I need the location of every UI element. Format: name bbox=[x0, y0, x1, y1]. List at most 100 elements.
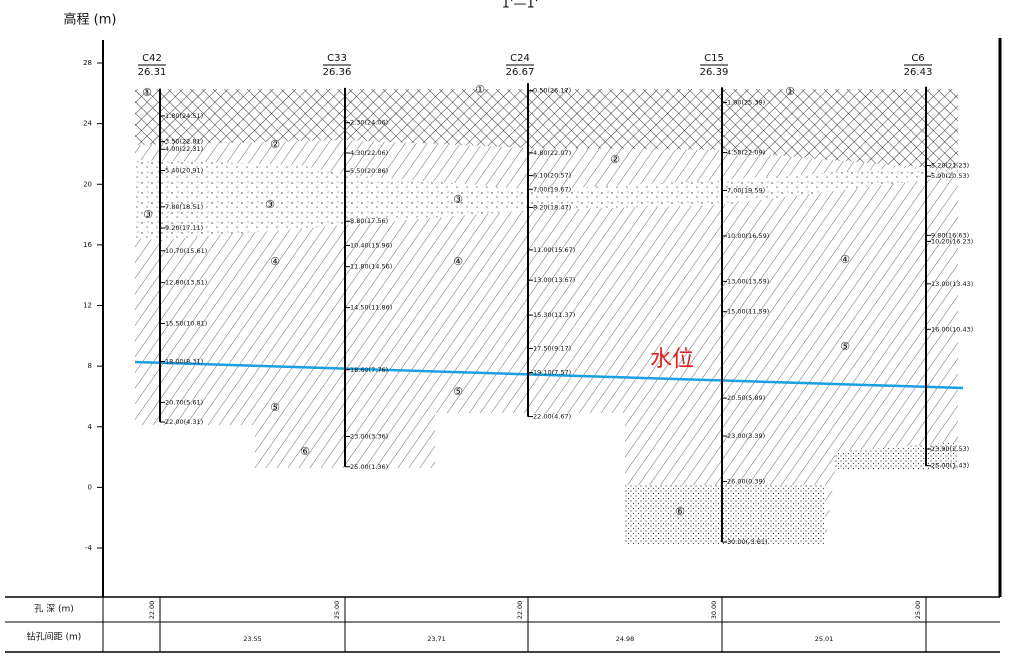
hole-spacing: 24.98 bbox=[616, 635, 635, 643]
depth-label: 16.00(10.43) bbox=[931, 325, 973, 333]
borehole-elevation: 26.39 bbox=[700, 67, 729, 78]
borehole-elevation: 26.67 bbox=[506, 67, 535, 78]
depth-label: 25.00(1.43) bbox=[931, 462, 969, 470]
layer-marker: ③ bbox=[453, 193, 463, 206]
depth-label: 15.00(11.59) bbox=[727, 308, 769, 316]
fill-layer-hatch bbox=[135, 89, 958, 170]
borehole-elevation: 26.31 bbox=[138, 67, 167, 78]
hole-spacing: 25.01 bbox=[815, 635, 834, 643]
depth-label: 15.30(11.37) bbox=[533, 311, 575, 319]
depth-label: 22.00(4.67) bbox=[533, 413, 571, 421]
depth-label: 10.70(15.61) bbox=[165, 247, 207, 255]
hole-depth: 22.00 bbox=[148, 601, 156, 620]
hole-depth: 25.00 bbox=[914, 601, 922, 620]
table bbox=[5, 596, 1000, 653]
depth-label: 25.00(1.36) bbox=[350, 463, 388, 471]
depth-label: 10.00(16.59) bbox=[727, 232, 769, 240]
layer-marker: ① bbox=[142, 86, 152, 99]
layer-marker: ⑤ bbox=[453, 385, 463, 398]
y-tick-label: -4 bbox=[85, 544, 93, 552]
strata bbox=[135, 89, 958, 545]
y-tick-label: 8 bbox=[88, 362, 92, 370]
borehole-name: C33 bbox=[327, 53, 347, 64]
depth-label: 30.00(-3.61) bbox=[727, 538, 768, 546]
borehole-name: C15 bbox=[704, 53, 724, 64]
depth-label: 13.00(13.59) bbox=[727, 277, 769, 285]
y-tick-label: 20 bbox=[83, 180, 92, 188]
y-tick-label: 28 bbox=[83, 59, 92, 67]
layer-marker: ⑤ bbox=[270, 401, 280, 414]
depth-label: 26.00(0.39) bbox=[727, 477, 765, 485]
depth-label: 1.00(25.39) bbox=[727, 99, 765, 107]
depth-label: 1.80(24.51) bbox=[165, 112, 203, 120]
borehole-elevation: 26.36 bbox=[323, 67, 352, 78]
row-label: 钻孔间距 (m) bbox=[27, 631, 82, 643]
depth-label: 23.00(3.36) bbox=[350, 432, 388, 440]
layer-marker: ③ bbox=[143, 208, 153, 221]
borehole-name: C24 bbox=[510, 53, 530, 64]
layer-marker: ⑥ bbox=[675, 505, 685, 518]
depth-label: 3.50(22.81) bbox=[165, 138, 203, 146]
depth-label: 11.80(14.56) bbox=[350, 263, 392, 271]
depth-label: 14.50(11.86) bbox=[350, 304, 392, 312]
layer-marker: ④ bbox=[270, 255, 280, 268]
sand-layer-dots bbox=[135, 160, 958, 240]
water-level-label: 水位 bbox=[650, 347, 694, 372]
hole-spacing: 23.71 bbox=[427, 635, 446, 643]
depth-label: 18.00(8.31) bbox=[165, 357, 203, 365]
y-tick-label: 0 bbox=[88, 483, 92, 491]
depth-label: 7.00(19.59) bbox=[727, 186, 765, 194]
depth-label: 12.80(13.51) bbox=[165, 279, 207, 287]
depth-label: 4.50(22.09) bbox=[727, 149, 765, 157]
gravel-layer-dots bbox=[625, 485, 825, 545]
depth-label: 8.20(18.47) bbox=[533, 203, 571, 211]
layer-marker: ① bbox=[475, 83, 485, 96]
row-label: 孔 深 (m) bbox=[34, 604, 74, 615]
y-tick-label: 16 bbox=[83, 241, 92, 249]
depth-label: 23.90(2.53) bbox=[931, 445, 969, 453]
layer-marker: ④ bbox=[453, 255, 463, 268]
depth-label: 9.80(16.63) bbox=[931, 231, 969, 239]
depth-label: 7.80(18.51) bbox=[165, 203, 203, 211]
depth-label: 20.50(5.89) bbox=[727, 394, 765, 402]
depth-label: 18.60(7.76) bbox=[350, 366, 388, 374]
depth-label: 13.00(13.67) bbox=[533, 276, 575, 284]
depth-label: 11.00(15.67) bbox=[533, 246, 575, 254]
layer-marker: ⑥ bbox=[300, 445, 310, 458]
y-axis-label: 高程 (m) bbox=[64, 12, 117, 28]
borehole-elevation: 26.43 bbox=[904, 67, 933, 78]
depth-label: 4.30(22.06) bbox=[350, 149, 388, 157]
depth-label: 4.80(22.07) bbox=[533, 149, 571, 157]
y-tick-label: 12 bbox=[83, 302, 92, 310]
depth-label: 13.00(13.43) bbox=[931, 280, 973, 288]
depth-label: 4.00(22.31) bbox=[165, 145, 203, 153]
depth-label: 10.20(16.23) bbox=[931, 237, 973, 245]
depth-label: 5.90(20.53) bbox=[931, 172, 969, 180]
depth-label: 19.10(7.57) bbox=[533, 369, 571, 377]
layer-marker: ⑤ bbox=[840, 340, 850, 353]
title: 1'—1' bbox=[502, 0, 539, 12]
hole-depth: 30.00 bbox=[710, 601, 718, 620]
depth-label: 17.50(9.17) bbox=[533, 344, 571, 352]
depth-label: 23.00(3.39) bbox=[727, 432, 765, 440]
layer-marker: ④ bbox=[840, 253, 850, 266]
depth-label: 15.50(10.81) bbox=[165, 320, 207, 328]
depth-label: 5.20(21.23) bbox=[931, 162, 969, 170]
water-level bbox=[134, 360, 964, 390]
layer-marker: ③ bbox=[265, 198, 275, 211]
layer-marker: ① bbox=[785, 85, 795, 98]
depth-label: 8.80(17.56) bbox=[350, 217, 388, 225]
depth-label: 9.20(17.11) bbox=[165, 224, 203, 232]
hole-depth: 25.00 bbox=[333, 601, 341, 620]
hole-depth: 22.00 bbox=[516, 601, 524, 620]
borehole-name: C42 bbox=[142, 53, 162, 64]
depth-label: 2.30(24.06) bbox=[350, 119, 388, 127]
depth-label: 7.00(19.67) bbox=[533, 185, 571, 193]
depth-label: 22.00(4.31) bbox=[165, 418, 203, 426]
depth-label: 5.50(20.86) bbox=[350, 167, 388, 175]
y-tick-label: 24 bbox=[83, 120, 92, 128]
borehole-name: C6 bbox=[911, 53, 924, 64]
depth-label: 6.10(20.57) bbox=[533, 172, 571, 180]
layer-marker: ② bbox=[610, 153, 620, 166]
